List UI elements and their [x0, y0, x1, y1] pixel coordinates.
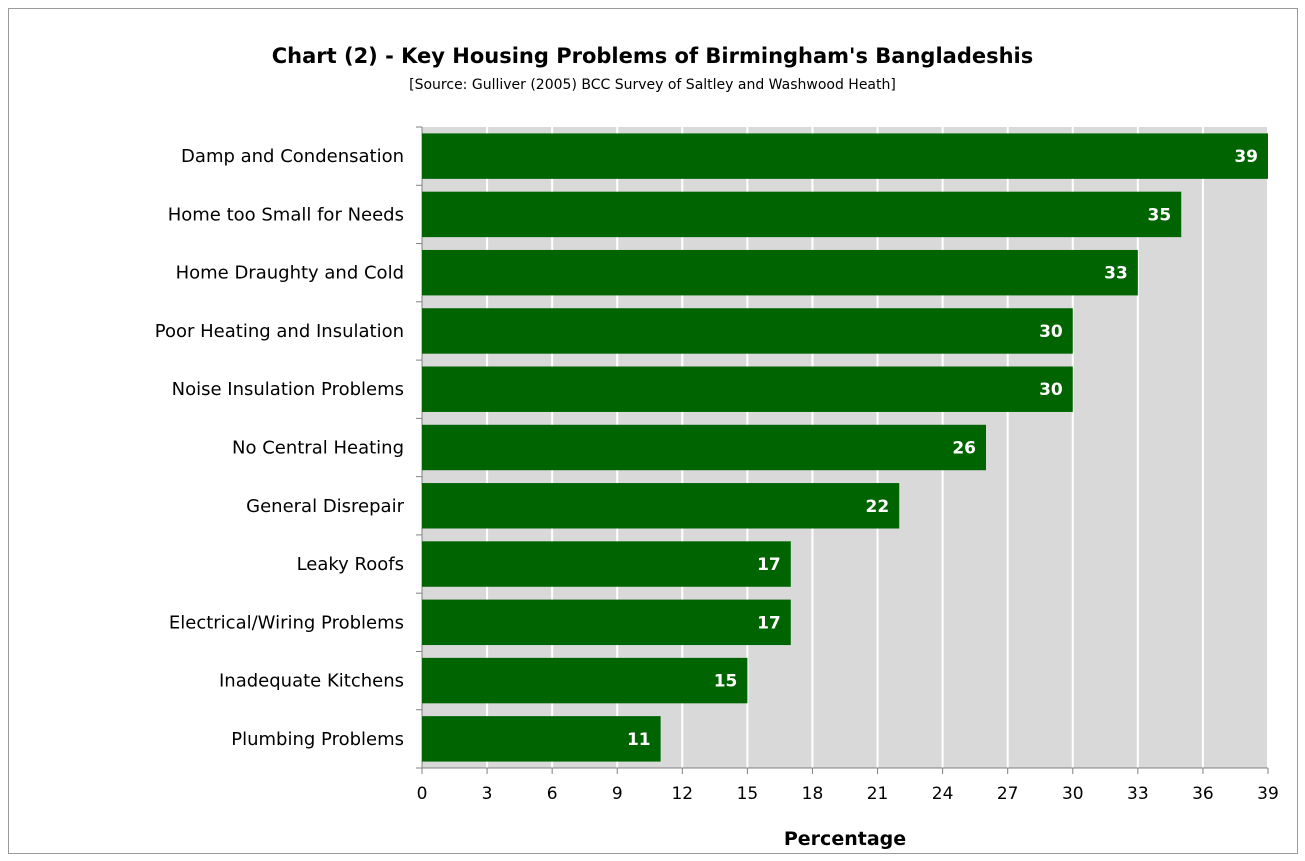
- x-tick-label: 27: [997, 784, 1019, 804]
- category-label: General Disrepair: [246, 496, 404, 517]
- x-tick-label: 39: [1257, 784, 1279, 804]
- x-tick-label: 24: [932, 784, 954, 804]
- category-label: No Central Heating: [232, 438, 404, 459]
- bar: [422, 191, 1182, 238]
- data-label: 11: [627, 730, 651, 750]
- bar: [422, 599, 791, 646]
- x-tick-label: 21: [867, 784, 889, 804]
- category-label: Poor Heating and Insulation: [155, 321, 404, 342]
- data-label: 33: [1104, 264, 1128, 284]
- chart-subtitle: [Source: Gulliver (2005) BCC Survey of S…: [409, 77, 896, 93]
- x-tick-label: 9: [612, 784, 623, 804]
- x-tick-label: 0: [417, 784, 428, 804]
- data-label: 26: [952, 439, 976, 459]
- x-tick-label: 12: [671, 784, 693, 804]
- category-label: Noise Insulation Problems: [172, 379, 404, 400]
- data-label: 17: [757, 613, 781, 633]
- bar: [422, 483, 900, 529]
- category-label: Inadequate Kitchens: [219, 671, 404, 692]
- x-tick-label: 3: [482, 784, 493, 804]
- data-label: 39: [1234, 147, 1258, 167]
- x-axis-title: Percentage: [784, 828, 906, 850]
- data-label: 22: [866, 497, 890, 517]
- data-label: 35: [1148, 205, 1172, 225]
- category-label: Home too Small for Needs: [168, 204, 404, 225]
- data-label: 30: [1039, 380, 1063, 400]
- category-label: Plumbing Problems: [231, 729, 404, 750]
- bar: [422, 249, 1138, 296]
- bar: [422, 366, 1073, 412]
- bar: [422, 133, 1268, 179]
- x-tick-label: 30: [1062, 784, 1084, 804]
- bar: [422, 657, 748, 704]
- x-tick-label: 33: [1127, 784, 1149, 804]
- data-label: 15: [714, 672, 738, 692]
- category-label: Home Draughty and Cold: [176, 263, 404, 284]
- data-label: 30: [1039, 322, 1063, 342]
- chart-title: Chart (2) - Key Housing Problems of Birm…: [271, 44, 1034, 68]
- bar: [422, 308, 1073, 354]
- category-label: Damp and Condensation: [181, 146, 404, 167]
- x-tick-label: 15: [737, 784, 759, 804]
- x-tick-label: 6: [547, 784, 558, 804]
- bar: [422, 716, 661, 762]
- chart-frame: [8, 8, 1298, 854]
- category-label: Electrical/Wiring Problems: [169, 612, 404, 633]
- data-label: 17: [757, 555, 781, 575]
- x-tick-label: 18: [802, 784, 824, 804]
- bar: [422, 541, 791, 587]
- bar: [422, 424, 986, 471]
- category-label: Leaky Roofs: [297, 554, 404, 575]
- x-tick-label: 36: [1192, 784, 1214, 804]
